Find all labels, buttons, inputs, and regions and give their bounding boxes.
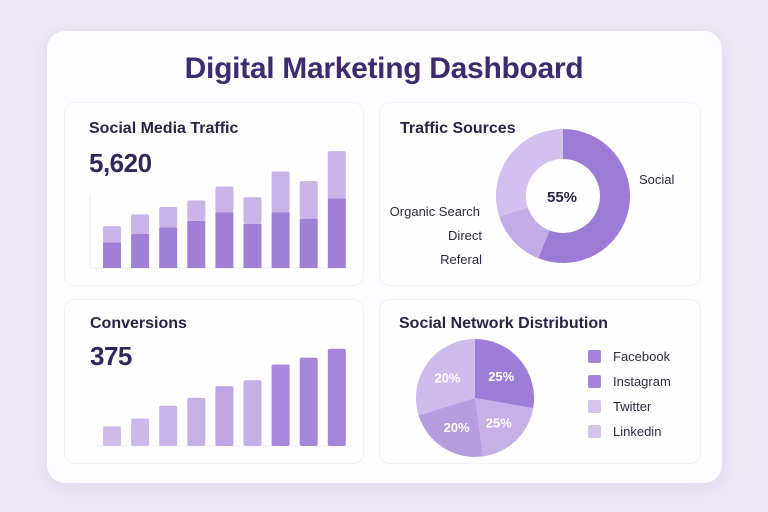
conversion-bar — [131, 418, 150, 446]
pie-slice-instagram — [475, 398, 534, 457]
social-media-traffic-title: Social Media Traffic — [89, 120, 239, 137]
traffic-source-label: Organic Search — [390, 204, 480, 219]
traffic-bar-segment — [243, 224, 262, 268]
traffic-bar-segment — [187, 220, 206, 268]
social-network-distribution-title: Social Network Distribution — [399, 315, 608, 332]
conversion-bar — [299, 357, 318, 446]
conversion-bar — [243, 380, 262, 446]
traffic-bar-segment — [271, 212, 290, 268]
traffic-bar-segment — [159, 206, 178, 228]
pie-slice-label: 20% — [434, 371, 460, 386]
traffic-bar-segment — [159, 227, 178, 268]
donut-segment — [538, 129, 630, 263]
pie-slice-label: 20% — [444, 420, 470, 435]
traffic-bar-segment — [299, 218, 318, 268]
traffic-sources-donut — [496, 129, 630, 263]
traffic-bar-segment — [103, 226, 121, 243]
legend-item-facebook: Facebook — [588, 348, 670, 364]
page-title: Digital Marketing Dashboard — [184, 52, 584, 85]
traffic-bar-segment — [327, 151, 346, 199]
conversion-bar — [159, 405, 178, 446]
legend-item-instagram: Instagram — [588, 373, 671, 389]
conversions-value: 375 — [90, 341, 132, 371]
legend-swatch-icon — [588, 374, 601, 388]
conversions-title: Conversions — [90, 315, 187, 332]
social-media-traffic-value: 5,620 — [89, 148, 152, 178]
donut-center-label: 55% — [547, 189, 577, 206]
traffic-sources-title: Traffic Sources — [400, 120, 516, 137]
legend-item-twitter: Twitter — [588, 398, 651, 414]
pie-slice-label: 25% — [488, 369, 514, 384]
conversion-bar — [215, 386, 234, 446]
traffic-source-label: Social — [639, 172, 675, 187]
conversion-bar — [103, 426, 121, 446]
legend-label: Facebook — [613, 348, 671, 364]
traffic-source-label: Referal — [440, 252, 482, 267]
traffic-bar-segment — [187, 200, 206, 221]
traffic-bar-segment — [215, 186, 234, 213]
traffic-sources-labels: Social Organic Search Direct Referal — [390, 172, 675, 267]
traffic-bar-segment — [103, 242, 121, 268]
legend-label: Linkedin — [613, 423, 662, 439]
traffic-bar-segment — [271, 171, 290, 213]
pie-slice-label: 25% — [486, 416, 512, 431]
traffic-bar-segment — [327, 198, 346, 268]
conversion-bar — [327, 348, 346, 446]
pie-slice-twitter — [418, 398, 484, 457]
legend-swatch-icon — [588, 424, 601, 438]
legend-item-linkedin: Linkedin — [588, 423, 661, 439]
conversion-bar — [271, 364, 290, 446]
legend-swatch-icon — [588, 399, 601, 413]
traffic-bar-segment — [131, 214, 150, 234]
legend-label: Twitter — [613, 398, 652, 414]
traffic-bar-segment — [243, 197, 262, 225]
donut-segment — [499, 207, 550, 259]
conversions-chart — [103, 348, 346, 446]
social-media-traffic-chart — [103, 151, 346, 268]
pie-slice-linkedin — [416, 339, 475, 416]
traffic-bar-segment — [299, 181, 318, 219]
social-network-pie: 25% 25% 20% 20% — [416, 339, 534, 457]
pie-slice-facebook — [475, 339, 534, 409]
donut-segment — [496, 129, 563, 217]
conversion-bar — [187, 397, 206, 446]
legend-label: Instagram — [613, 373, 671, 389]
traffic-bar-segment — [215, 212, 234, 268]
traffic-source-label: Direct — [448, 228, 482, 243]
legend-swatch-icon — [588, 349, 601, 363]
traffic-bar-segment — [131, 233, 150, 268]
